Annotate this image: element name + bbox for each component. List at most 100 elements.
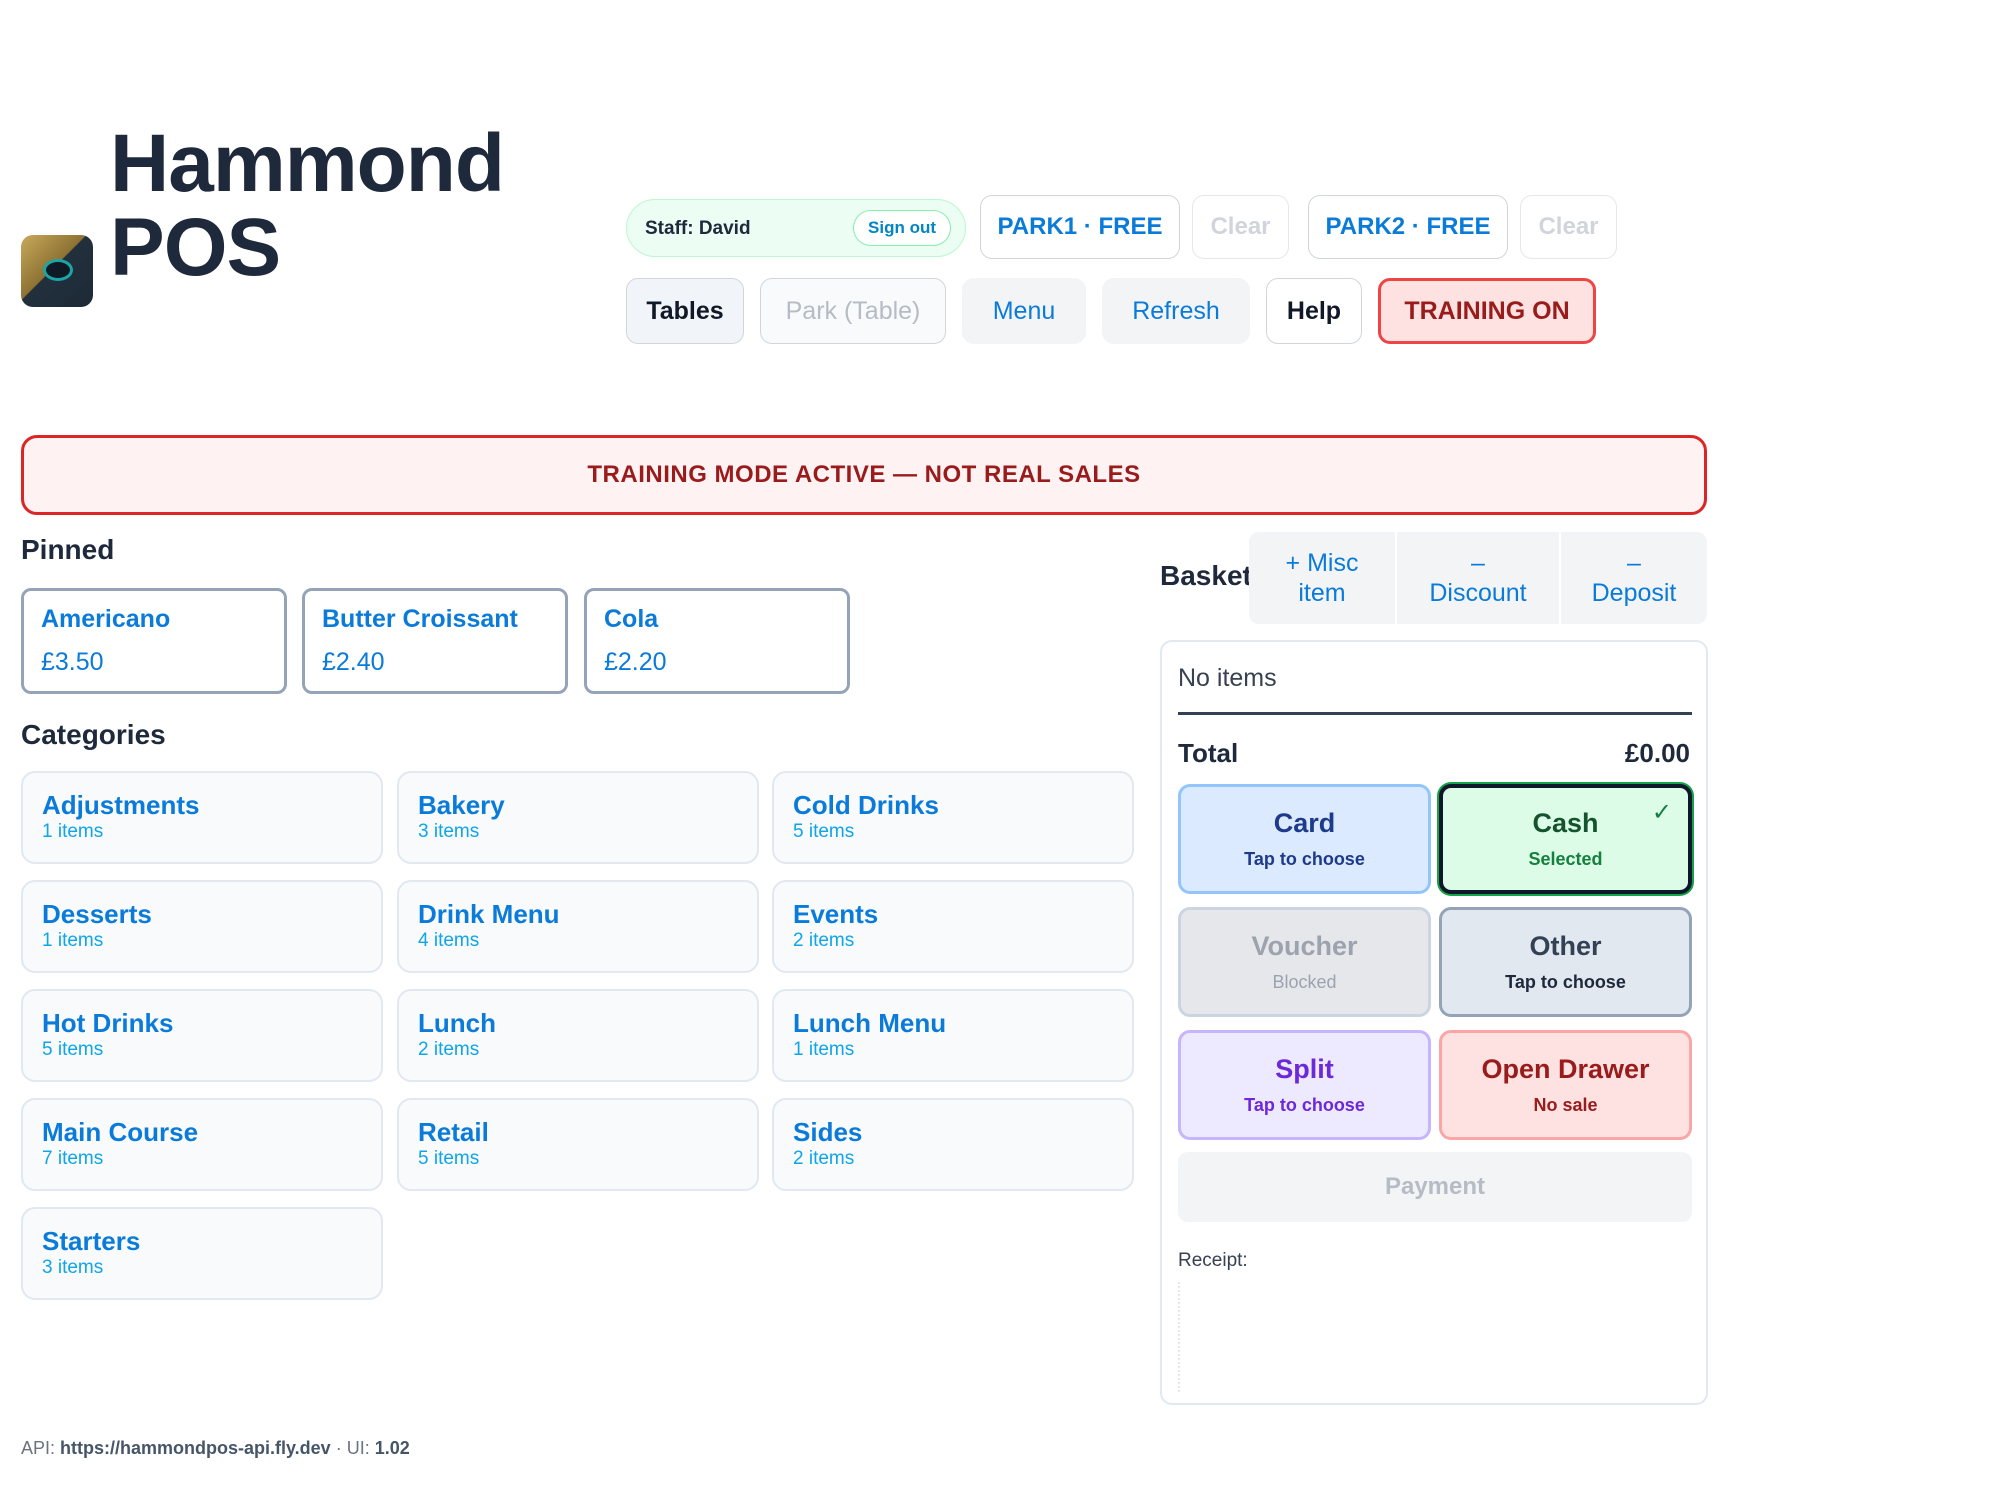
open-drawer-button[interactable]: Open Drawer No sale (1439, 1030, 1692, 1140)
category-tile[interactable]: Starters 3 items (21, 1207, 383, 1300)
tables-button[interactable]: Tables (626, 278, 744, 344)
receipt-area (1178, 1282, 1692, 1392)
misc-item-label-line2: item (1298, 579, 1346, 607)
discount-button[interactable]: – Discount (1397, 532, 1559, 624)
park2-clear-button[interactable]: Clear (1520, 195, 1617, 259)
category-count: 5 items (42, 1039, 104, 1060)
category-count: 3 items (418, 821, 480, 842)
discount-label: Discount (1429, 579, 1527, 607)
category-count: 1 items (42, 930, 104, 951)
pinned-item-price: £2.40 (322, 648, 385, 676)
checkmark-icon: ✓ (1651, 799, 1672, 826)
divider (1395, 532, 1397, 624)
pay-split-button[interactable]: Split Tap to choose (1178, 1030, 1431, 1140)
misc-item-button[interactable]: + Misc item (1249, 532, 1395, 624)
payment-button[interactable]: Payment (1178, 1152, 1692, 1222)
category-name: Starters (42, 1226, 141, 1256)
category-tile[interactable]: Adjustments 1 items (21, 771, 383, 864)
category-tile[interactable]: Retail 5 items (397, 1098, 759, 1191)
pinned-item[interactable]: Americano £3.50 (21, 588, 287, 694)
category-name: Cold Drinks (793, 790, 939, 820)
open-drawer-sub: No sale (1533, 1095, 1598, 1115)
receipt-label: Receipt: (1178, 1250, 1248, 1271)
app-title: Hammond POS (110, 118, 505, 293)
category-count: 5 items (418, 1148, 480, 1169)
pay-cash-button[interactable]: ✓ Cash Selected (1439, 784, 1692, 894)
refresh-button[interactable]: Refresh (1102, 278, 1250, 344)
category-name: Adjustments (42, 790, 200, 820)
pay-split-title: Split (1275, 1054, 1334, 1084)
pay-card-button[interactable]: Card Tap to choose (1178, 784, 1431, 894)
pinned-item-name: Butter Croissant (322, 605, 518, 633)
ui-version: 1.02 (374, 1438, 410, 1458)
pinned-item[interactable]: Butter Croissant £2.40 (302, 588, 568, 694)
category-tile[interactable]: Lunch Menu 1 items (772, 989, 1134, 1082)
pinned-heading: Pinned (21, 534, 115, 565)
pay-split-sub: Tap to choose (1244, 1095, 1365, 1115)
category-name: Sides (793, 1117, 863, 1147)
category-count: 4 items (418, 930, 480, 951)
total-value: £0.00 (1624, 738, 1690, 768)
pay-cash-title: Cash (1532, 808, 1599, 838)
category-tile[interactable]: Desserts 1 items (21, 880, 383, 973)
category-tile[interactable]: Hot Drinks 5 items (21, 989, 383, 1082)
pinned-item-name: Cola (604, 605, 659, 633)
staff-label: Staff: David (645, 218, 751, 239)
divider (1559, 532, 1561, 624)
ui-prefix: · UI: (330, 1438, 375, 1458)
app-logo (21, 235, 93, 307)
pay-other-button[interactable]: Other Tap to choose (1439, 907, 1692, 1017)
category-count: 1 items (42, 821, 104, 842)
category-name: Desserts (42, 899, 152, 929)
basket-empty-text: No items (1178, 664, 1277, 692)
category-name: Hot Drinks (42, 1008, 174, 1038)
category-tile[interactable]: Lunch 2 items (397, 989, 759, 1082)
category-tile[interactable]: Bakery 3 items (397, 771, 759, 864)
api-url: https://hammondpos-api.fly.dev (60, 1438, 331, 1458)
category-count: 2 items (418, 1039, 480, 1060)
park2-button[interactable]: PARK2 · FREE (1308, 195, 1508, 259)
category-count: 7 items (42, 1148, 104, 1169)
category-count: 2 items (793, 1148, 855, 1169)
park1-clear-button[interactable]: Clear (1192, 195, 1289, 259)
category-name: Main Course (42, 1117, 199, 1147)
sign-out-button[interactable]: Sign out (853, 210, 951, 246)
category-tile[interactable]: Drink Menu 4 items (397, 880, 759, 973)
pinned-item-price: £3.50 (41, 648, 104, 676)
category-name: Lunch Menu (793, 1008, 947, 1038)
pay-other-sub: Tap to choose (1505, 972, 1626, 992)
category-count: 1 items (793, 1039, 855, 1060)
api-prefix: API: (21, 1438, 61, 1458)
category-name: Drink Menu (418, 899, 560, 929)
category-count: 2 items (793, 930, 855, 951)
categories-heading: Categories (21, 719, 166, 750)
pay-voucher-sub: Blocked (1272, 972, 1337, 992)
pay-voucher-title: Voucher (1251, 931, 1358, 961)
deposit-button[interactable]: – Deposit (1561, 532, 1707, 624)
footer-info: API: https://hammondpos-api.fly.dev · UI… (21, 1438, 410, 1459)
open-drawer-title: Open Drawer (1481, 1054, 1650, 1084)
category-tile[interactable]: Cold Drinks 5 items (772, 771, 1134, 864)
category-name: Events (793, 899, 879, 929)
pay-voucher-button[interactable]: Voucher Blocked (1178, 907, 1431, 1017)
basket-heading: Basket (1160, 560, 1252, 591)
basket-panel: No items Total £0.00 Card Tap to choose … (1160, 640, 1708, 1405)
training-banner: TRAINING MODE ACTIVE — NOT REAL SALES (21, 435, 1707, 515)
pay-cash-sub: Selected (1528, 849, 1603, 869)
training-toggle-button[interactable]: TRAINING ON (1378, 278, 1596, 344)
help-button[interactable]: Help (1266, 278, 1362, 344)
category-tile[interactable]: Sides 2 items (772, 1098, 1134, 1191)
park-table-button[interactable]: Park (Table) (760, 278, 946, 344)
basket-actions: + Misc item – Discount – Deposit (1249, 532, 1707, 624)
category-name: Lunch (418, 1008, 496, 1038)
total-label: Total (1178, 738, 1239, 768)
category-name: Bakery (418, 790, 505, 820)
pinned-item[interactable]: Cola £2.20 (584, 588, 850, 694)
park1-button[interactable]: PARK1 · FREE (980, 195, 1180, 259)
deposit-label: Deposit (1591, 579, 1677, 607)
category-name: Retail (418, 1117, 489, 1147)
minus-icon: – (1471, 549, 1485, 577)
category-tile[interactable]: Main Course 7 items (21, 1098, 383, 1191)
menu-button[interactable]: Menu (962, 278, 1086, 344)
category-tile[interactable]: Events 2 items (772, 880, 1134, 973)
